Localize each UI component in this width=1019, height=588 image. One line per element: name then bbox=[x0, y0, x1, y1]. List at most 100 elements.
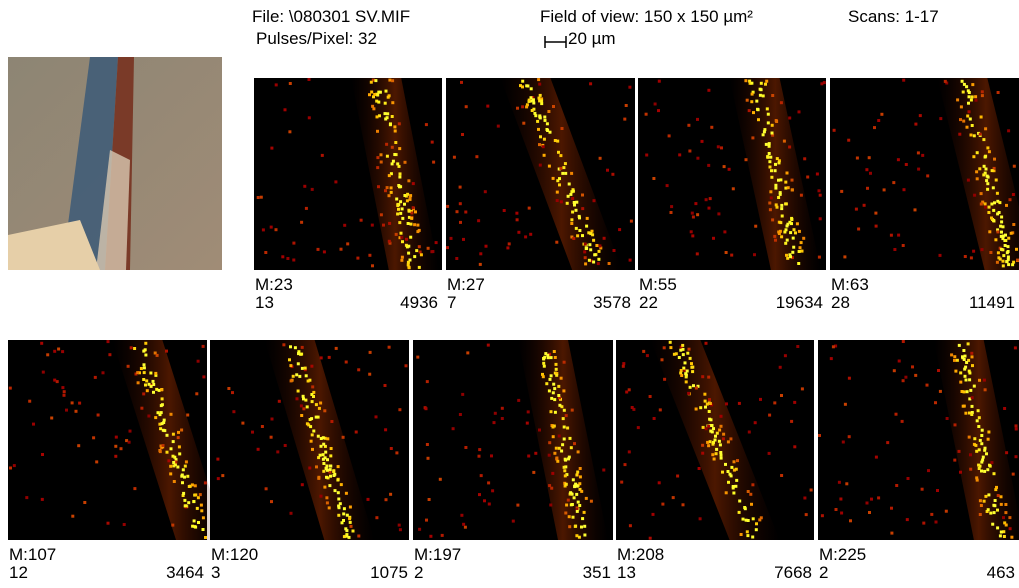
ion-pixel bbox=[684, 375, 688, 379]
ion-pixel bbox=[1002, 254, 1006, 258]
ion-pixel bbox=[547, 389, 551, 393]
ion-pixel bbox=[786, 256, 790, 260]
ion-pixel bbox=[184, 504, 188, 508]
ion-pixel bbox=[323, 485, 327, 489]
ion-pixel bbox=[288, 82, 292, 85]
ion-pixel bbox=[584, 496, 588, 500]
ion-pixel bbox=[558, 403, 562, 407]
ion-pixel bbox=[136, 371, 140, 375]
ion-pixel bbox=[493, 411, 497, 415]
ion-pixel bbox=[679, 369, 683, 372]
ion-pixel bbox=[193, 484, 197, 488]
ion-pixel bbox=[328, 484, 332, 488]
ion-pixel bbox=[342, 507, 346, 511]
ion-pixel bbox=[511, 519, 515, 523]
ion-pixel bbox=[583, 250, 587, 254]
ion-pixel bbox=[966, 89, 970, 93]
ion-pixel bbox=[959, 470, 962, 474]
ion-pixel bbox=[997, 211, 1001, 214]
ion-pixel bbox=[648, 395, 652, 398]
ion-pixel bbox=[356, 256, 360, 260]
ion-pixel bbox=[587, 258, 591, 262]
ion-pixel bbox=[181, 468, 185, 472]
ion-pixel bbox=[657, 109, 660, 113]
ion-pixel bbox=[542, 137, 546, 141]
ion-pixel bbox=[977, 467, 981, 470]
ion-pixel bbox=[983, 171, 987, 175]
ion-pixel bbox=[691, 370, 695, 374]
ion-pixel bbox=[321, 436, 325, 440]
ion-pixel bbox=[329, 447, 333, 450]
ion-pixel bbox=[701, 451, 705, 455]
ion-pixel bbox=[181, 481, 184, 485]
ion-pixel bbox=[799, 193, 803, 197]
ion-pixel bbox=[667, 134, 671, 138]
ion-pixel bbox=[195, 392, 199, 396]
ion-pixel bbox=[980, 460, 984, 464]
ion-pixel bbox=[55, 380, 59, 384]
ion-pixel bbox=[697, 467, 701, 470]
ion-pixel bbox=[177, 430, 180, 434]
ion-pixel bbox=[298, 374, 302, 378]
ion-pixel bbox=[623, 117, 627, 121]
ion-pixel bbox=[134, 372, 138, 376]
ion-pixel bbox=[142, 363, 146, 367]
ion-pixel bbox=[332, 469, 336, 473]
ion-pixel bbox=[624, 104, 628, 107]
ion-pixel bbox=[556, 139, 560, 143]
ion-pixel bbox=[548, 484, 552, 488]
ion-pixel bbox=[398, 185, 401, 189]
ion-image-glow bbox=[933, 340, 1019, 540]
ion-pixel bbox=[1001, 264, 1005, 268]
ion-pixel bbox=[980, 442, 984, 446]
ion-pixel bbox=[798, 246, 802, 250]
ion-pixel bbox=[780, 235, 784, 239]
ion-pixel bbox=[752, 111, 755, 115]
ion-pixel bbox=[984, 167, 988, 171]
ion-pixel bbox=[803, 496, 807, 500]
ion-pixel bbox=[202, 375, 206, 379]
ion-pixel bbox=[405, 245, 409, 249]
ion-pixel bbox=[570, 190, 574, 194]
ion-pixel bbox=[685, 369, 689, 373]
ion-pixel bbox=[696, 384, 700, 388]
ion-pixel bbox=[1002, 530, 1006, 534]
ion-pixel bbox=[378, 90, 382, 94]
ion-pixel bbox=[317, 475, 321, 479]
ion-pixel bbox=[840, 511, 844, 515]
ion-pixel bbox=[566, 194, 570, 198]
ion-pixel bbox=[581, 517, 585, 521]
ion-pixel bbox=[668, 340, 672, 344]
ion-pixel bbox=[674, 352, 678, 356]
max-count: 1075 bbox=[370, 563, 408, 582]
ion-pixel bbox=[790, 256, 794, 260]
ion-pixel bbox=[767, 144, 771, 148]
ion-pixel bbox=[345, 513, 349, 517]
ion-pixel bbox=[288, 130, 292, 134]
ion-pixel bbox=[917, 167, 921, 171]
ion-pixel bbox=[718, 428, 722, 432]
ion-pixel bbox=[945, 81, 949, 85]
ion-pixel bbox=[53, 378, 57, 382]
ion-pixel bbox=[425, 443, 429, 446]
ion-pixel bbox=[563, 474, 567, 478]
ion-pixel bbox=[552, 105, 555, 108]
mass-label: M:63 bbox=[831, 275, 869, 294]
ion-pixel bbox=[308, 466, 312, 470]
ion-pixel bbox=[452, 155, 456, 159]
ion-pixel bbox=[998, 201, 1002, 205]
ion-pixel bbox=[670, 205, 674, 209]
ion-pixel bbox=[310, 433, 314, 437]
ion-pixel bbox=[797, 250, 801, 253]
ion-pixel bbox=[395, 197, 399, 201]
ion-pixel bbox=[712, 440, 715, 444]
ion-pixel bbox=[283, 108, 287, 112]
ion-pixel bbox=[784, 186, 788, 190]
scans: Scans: 1-17 bbox=[848, 7, 939, 26]
ion-pixel bbox=[986, 146, 990, 150]
ion-pixel bbox=[570, 171, 574, 175]
ion-pixel bbox=[753, 253, 756, 257]
ion-pixel bbox=[178, 452, 182, 456]
ion-pixel bbox=[774, 162, 777, 166]
ion-pixel bbox=[414, 210, 417, 214]
